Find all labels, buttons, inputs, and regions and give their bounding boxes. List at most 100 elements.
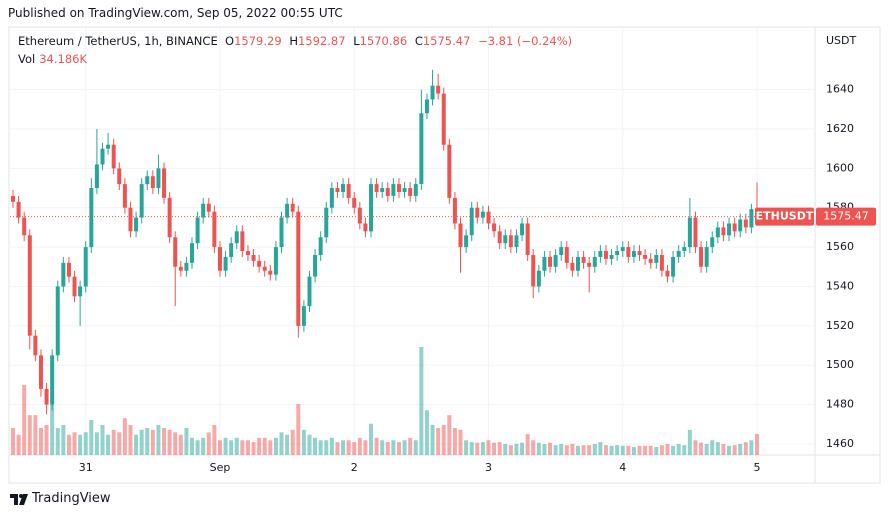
candle-body [162, 168, 167, 198]
volume-bar [72, 432, 77, 455]
volume-bar [162, 428, 167, 455]
volume-bar [307, 434, 312, 455]
volume-bar [480, 442, 485, 455]
y-tick-label: 1600 [826, 161, 854, 174]
volume-bar [201, 437, 206, 455]
candle-body [743, 219, 748, 228]
candle-body [374, 184, 379, 192]
candle-body [458, 223, 463, 248]
candle-body [626, 247, 631, 257]
volume-bar [514, 443, 519, 455]
published-note: Published on TradingView.com, Sep 05, 20… [8, 6, 343, 20]
volume-bar [542, 443, 547, 455]
volume-bar [94, 432, 99, 455]
candle-body [290, 203, 295, 212]
chart-frame [8, 26, 881, 484]
volume-title: Vol [18, 52, 36, 66]
volume-bar [374, 437, 379, 455]
candle-body [307, 276, 312, 307]
volume-bar [598, 442, 603, 455]
x-tick-label: 5 [754, 461, 761, 474]
volume-bar [33, 415, 38, 455]
volume-bar [66, 434, 71, 455]
volume-bar [83, 432, 88, 455]
candle-body [357, 207, 362, 224]
candle-body [615, 251, 620, 255]
volume-bar [631, 447, 636, 455]
volume-bar [251, 442, 256, 455]
candle-body [419, 113, 424, 185]
volume-bar [111, 429, 116, 455]
close-value: 1575.47 [422, 34, 471, 48]
volume-bar [122, 418, 127, 455]
candle-body [671, 256, 676, 277]
candle-body [195, 217, 200, 244]
volume-value: 34.186K [39, 52, 87, 66]
volume-bar [363, 440, 368, 455]
volume-bar [659, 445, 664, 455]
volume-bar [229, 440, 234, 455]
volume-bar [564, 445, 569, 455]
volume-bar [671, 445, 676, 455]
candle-body [27, 235, 32, 336]
volume-bar [402, 440, 407, 455]
candle-body [341, 184, 346, 192]
candle-body [631, 251, 636, 257]
candle-body [548, 256, 553, 267]
candle-body [587, 262, 592, 267]
candle-body [659, 254, 664, 271]
candle-body [704, 247, 709, 267]
candle-body [710, 237, 715, 248]
candle-body [575, 256, 580, 271]
volume-bar [257, 437, 262, 455]
volume-bar [520, 442, 525, 455]
open-value: 1579.29 [234, 34, 282, 48]
brand: TradingView [10, 491, 111, 506]
candle-body [643, 254, 648, 259]
high-label: H [289, 34, 298, 48]
volume-bar [503, 443, 508, 455]
brand-logo [10, 493, 28, 505]
symbol: Ethereum / TetherUS, 1h, BINANCE [18, 34, 218, 48]
candle-body [38, 355, 43, 389]
volume-bar [592, 443, 597, 455]
volume-bar [156, 424, 161, 455]
candle-body [699, 247, 704, 267]
volume-bar [648, 445, 653, 455]
volume-bar [318, 440, 323, 455]
volume-bar [441, 424, 446, 455]
candle-body [33, 335, 38, 356]
price-tag-label: 1575.47 [823, 210, 869, 223]
volume-bar [346, 440, 351, 455]
volume-bar [61, 424, 66, 455]
candle-body [184, 262, 189, 271]
volume-bar [475, 442, 480, 455]
candle-body [206, 203, 211, 212]
candle-body [106, 144, 111, 149]
candle-body [486, 211, 491, 224]
candle-body [324, 207, 329, 238]
candle-body [603, 251, 608, 259]
candle-body [234, 231, 239, 244]
candle-body [413, 184, 418, 196]
candle-body [257, 260, 262, 267]
candle-body [301, 306, 306, 326]
candle-body [352, 197, 357, 208]
volume-bar [195, 440, 200, 455]
candle-body [654, 254, 659, 263]
volume-bar [525, 434, 530, 455]
ohlc-readout: Ethereum / TetherUS, 1h, BINANCE O1579.2… [18, 34, 576, 48]
candle-body [391, 184, 396, 196]
high-value: 1592.87 [297, 34, 346, 48]
open-label: O [225, 34, 235, 48]
candle-body [156, 168, 161, 189]
candle-body [749, 209, 754, 228]
volume-bar [497, 442, 502, 455]
candle-body [145, 176, 150, 185]
volume-bar [385, 442, 390, 455]
candle-body [559, 247, 564, 255]
candle-body [564, 247, 569, 263]
candle-body [212, 211, 217, 248]
volume-bar [615, 445, 620, 455]
candle-body [396, 184, 401, 192]
